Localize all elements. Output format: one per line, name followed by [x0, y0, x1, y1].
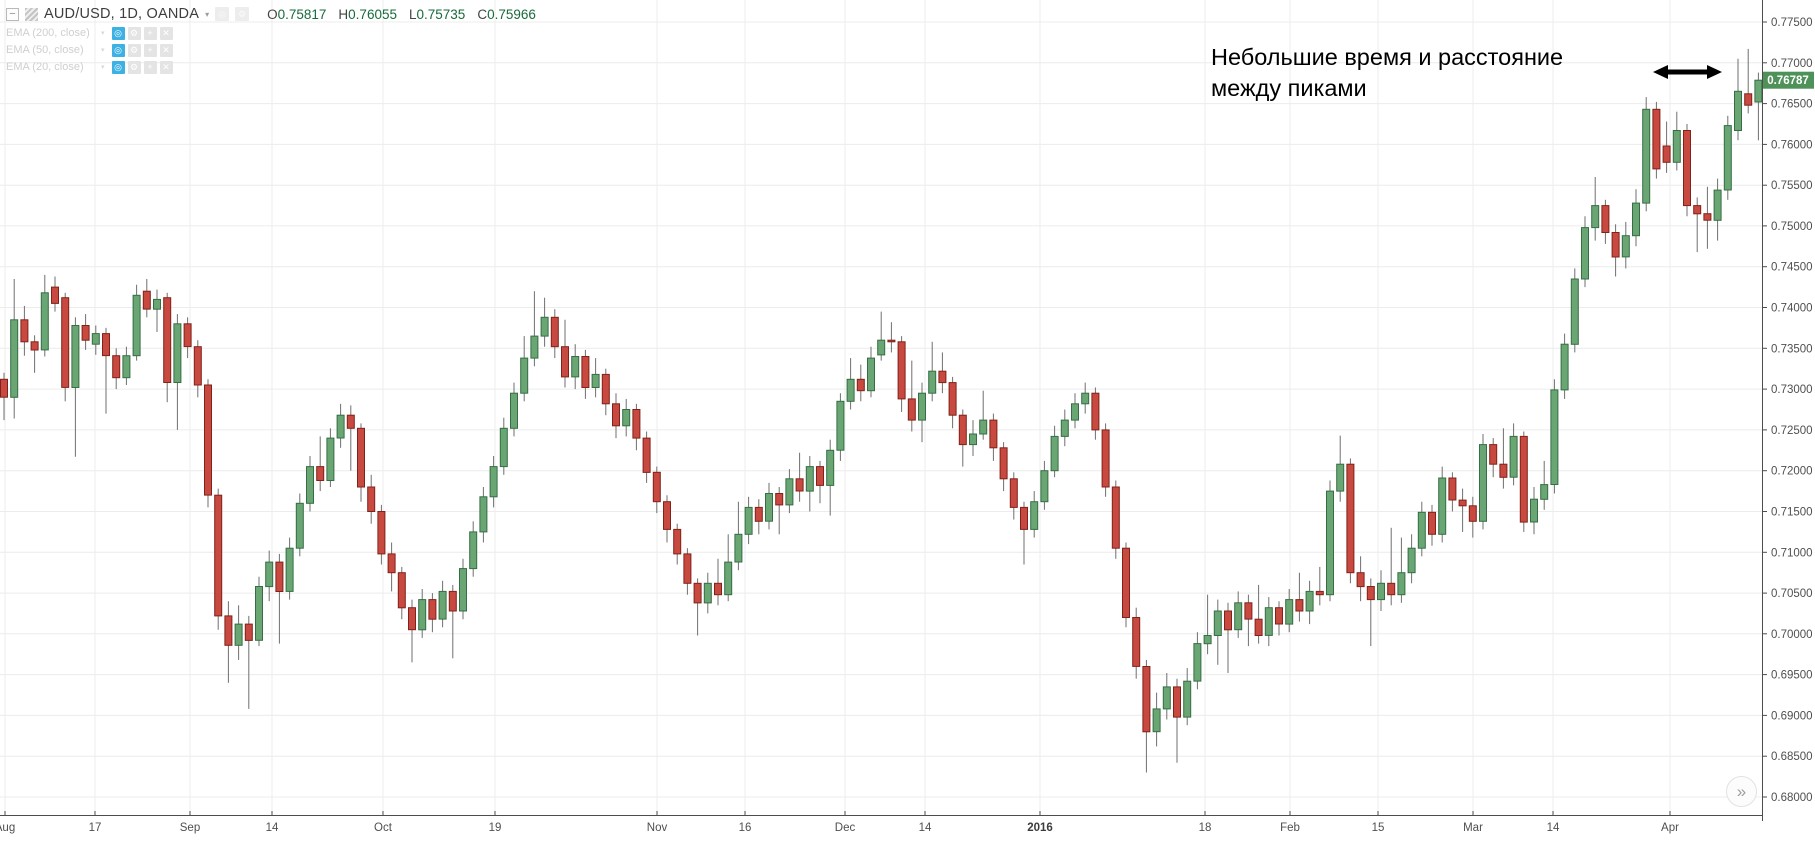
svg-text:0.76000: 0.76000	[1771, 139, 1813, 151]
chevron-down-icon[interactable]: ▾	[101, 47, 105, 54]
svg-text:0.69000: 0.69000	[1771, 710, 1813, 722]
price-axis[interactable]: 0.77500 0.77000 0.76500 0.76000 0.75500 0.750…	[1762, 0, 1813, 821]
svg-text:Feb: Feb	[1280, 822, 1300, 834]
chart-header: − AUD/USD, 1D, OANDA ▾ ◎ ⚙ O0.75817 H0.7…	[6, 5, 536, 74]
svg-text:Oct: Oct	[374, 822, 393, 834]
eye-icon[interactable]: ◎	[111, 43, 125, 57]
annotation-line-1: Небольшие время и расстояние	[1211, 44, 1564, 70]
svg-text:0.72500: 0.72500	[1771, 425, 1813, 437]
svg-text:0.70500: 0.70500	[1771, 588, 1813, 600]
svg-text:Dec: Dec	[835, 822, 856, 834]
chevron-down-icon[interactable]: ▾	[101, 30, 105, 37]
annotation-line-2: между пиками	[1211, 75, 1367, 101]
svg-text:17: 17	[89, 822, 102, 834]
collapse-icon[interactable]: −	[6, 7, 19, 21]
svg-text:Nov: Nov	[647, 822, 668, 834]
ohlc-low: L0.75735	[408, 6, 466, 22]
price-axis-background	[1763, 0, 1815, 841]
indicator-row-ema50: EMA (50, close) ▾ ◎ ⚙ + ✕	[6, 43, 536, 57]
scroll-right-button[interactable]: »	[1726, 776, 1757, 807]
close-icon[interactable]: ✕	[159, 60, 173, 74]
svg-text:Aug: Aug	[0, 822, 15, 834]
gear-icon[interactable]: ⚙	[235, 7, 250, 21]
chart-style-icon[interactable]	[25, 7, 38, 21]
svg-text:0.77500: 0.77500	[1771, 17, 1813, 29]
ohlc-open: O0.75817	[267, 6, 327, 22]
eye-icon[interactable]: ◎	[215, 7, 230, 21]
ohlc-values: O0.75817 H0.76055 L0.75735 C0.75966	[267, 7, 536, 22]
svg-text:19: 19	[489, 822, 502, 834]
close-icon[interactable]: ✕	[159, 26, 173, 40]
svg-text:0.73500: 0.73500	[1771, 343, 1813, 355]
svg-text:0.69500: 0.69500	[1771, 670, 1813, 682]
indicator-row-ema200: EMA (200, close) ▾ ◎ ⚙ + ✕	[6, 26, 536, 40]
indicator-label[interactable]: EMA (200, close)	[6, 27, 90, 39]
svg-text:0.72000: 0.72000	[1771, 466, 1813, 478]
svg-text:14: 14	[266, 822, 279, 834]
svg-text:0.74000: 0.74000	[1771, 303, 1813, 315]
svg-text:0.75000: 0.75000	[1771, 221, 1813, 233]
svg-text:0.74500: 0.74500	[1771, 262, 1813, 274]
svg-text:0.76787: 0.76787	[1767, 75, 1809, 87]
plus-icon[interactable]: +	[143, 60, 157, 74]
svg-text:16: 16	[739, 822, 752, 834]
svg-text:0.71500: 0.71500	[1771, 507, 1813, 519]
double-chevron-right-icon: »	[1736, 781, 1747, 801]
svg-text:Apr: Apr	[1661, 822, 1679, 834]
svg-text:0.75500: 0.75500	[1771, 180, 1813, 192]
gear-icon[interactable]: ⚙	[127, 26, 141, 40]
eye-icon[interactable]: ◎	[111, 26, 125, 40]
svg-text:Mar: Mar	[1463, 822, 1483, 834]
indicator-row-ema20: EMA (20, close) ▾ ◎ ⚙ + ✕	[6, 60, 536, 74]
svg-text:2016: 2016	[1027, 822, 1053, 834]
svg-text:0.77000: 0.77000	[1771, 58, 1813, 70]
svg-text:0.68500: 0.68500	[1771, 751, 1813, 763]
time-axis-background	[0, 816, 1815, 841]
gear-icon[interactable]: ⚙	[127, 43, 141, 57]
ohlc-high: H0.76055	[338, 6, 397, 22]
plus-icon[interactable]: +	[143, 43, 157, 57]
svg-text:14: 14	[1547, 822, 1560, 834]
chevron-down-icon[interactable]: ▾	[205, 9, 210, 19]
plus-icon[interactable]: +	[143, 26, 157, 40]
close-icon[interactable]: ✕	[159, 43, 173, 57]
svg-text:14: 14	[919, 822, 932, 834]
svg-text:0.71000: 0.71000	[1771, 547, 1813, 559]
svg-text:0.76500: 0.76500	[1771, 99, 1813, 111]
svg-text:Sep: Sep	[180, 822, 200, 834]
double-arrow-annotation[interactable]	[1653, 65, 1722, 79]
indicator-label[interactable]: EMA (50, close)	[6, 44, 84, 56]
svg-text:18: 18	[1199, 822, 1212, 834]
indicator-label[interactable]: EMA (20, close)	[6, 61, 84, 73]
chevron-down-icon[interactable]: ▾	[101, 64, 105, 71]
svg-text:0.70000: 0.70000	[1771, 629, 1813, 641]
svg-text:0.73000: 0.73000	[1771, 384, 1813, 396]
last-price-badge: 0.76787	[1763, 71, 1814, 89]
annotation-text[interactable]: Небольшие время и расстояние между пикам…	[1211, 42, 1563, 104]
gear-icon[interactable]: ⚙	[127, 60, 141, 74]
symbol-row: − AUD/USD, 1D, OANDA ▾ ◎ ⚙ O0.75817 H0.7…	[6, 5, 536, 23]
eye-icon[interactable]: ◎	[111, 60, 125, 74]
symbol-title[interactable]: AUD/USD, 1D, OANDA	[44, 6, 200, 22]
svg-text:15: 15	[1372, 822, 1385, 834]
svg-text:0.68000: 0.68000	[1771, 792, 1813, 804]
candles-layer	[0, 48, 1763, 773]
ohlc-close: C0.75966	[477, 6, 536, 22]
gridlines	[0, 0, 1762, 815]
time-axis[interactable]: Aug 17 Sep 14 Oct 19 Nov 16 Dec 14 2016 18 Feb 15 Mar 1…	[0, 811, 1762, 834]
